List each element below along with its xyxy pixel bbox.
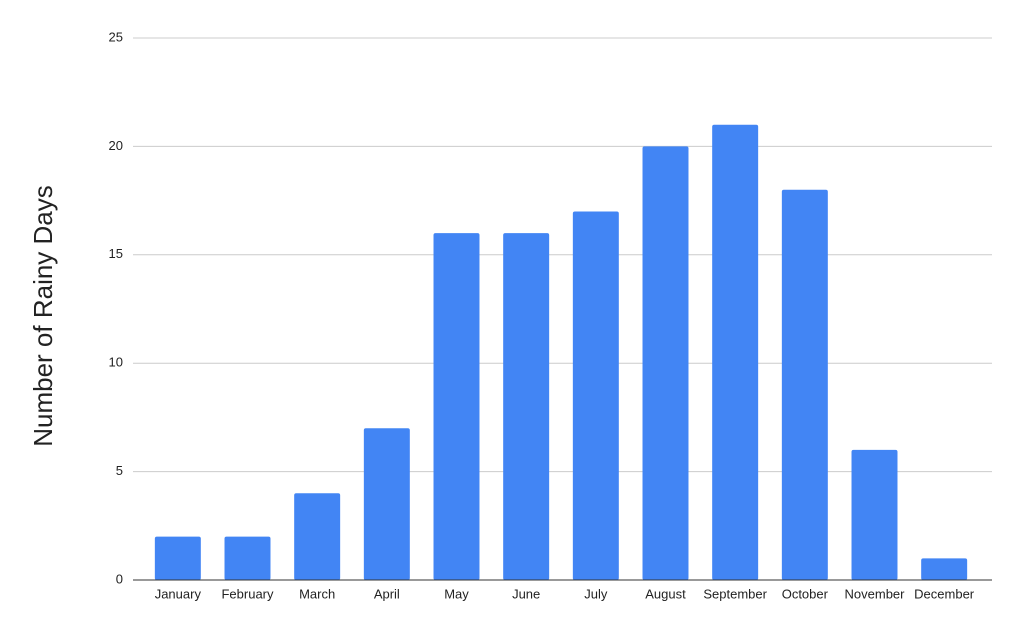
bar xyxy=(642,146,689,580)
y-tick-label: 0 xyxy=(116,571,123,586)
bar xyxy=(921,558,968,580)
bar xyxy=(363,428,410,580)
bar xyxy=(503,233,550,580)
y-tick-label: 25 xyxy=(109,29,123,44)
y-tick-label: 20 xyxy=(109,138,123,153)
bar xyxy=(154,536,201,580)
y-tick-label: 5 xyxy=(116,463,123,478)
x-tick-label: July xyxy=(584,586,608,601)
x-tick-label: November xyxy=(845,586,906,601)
x-tick-label: June xyxy=(512,586,540,601)
x-tick-label: August xyxy=(645,586,686,601)
bar xyxy=(851,449,898,580)
x-tick-label: March xyxy=(299,586,335,601)
x-tick-label: September xyxy=(703,586,767,601)
y-axis-label: Number of Rainy Days xyxy=(28,185,58,447)
y-tick-label: 15 xyxy=(109,246,123,261)
x-tick-label: January xyxy=(155,586,202,601)
x-tick-label: December xyxy=(914,586,975,601)
x-tick-label: April xyxy=(374,586,400,601)
bar xyxy=(572,211,619,580)
x-tick-label: May xyxy=(444,586,469,601)
bar xyxy=(781,189,828,580)
bar xyxy=(712,124,759,580)
x-tick-label: October xyxy=(782,586,829,601)
x-tick-label: February xyxy=(221,586,274,601)
y-tick-label: 10 xyxy=(109,355,123,370)
bar xyxy=(433,233,480,580)
bar xyxy=(294,493,341,580)
bar xyxy=(224,536,271,580)
